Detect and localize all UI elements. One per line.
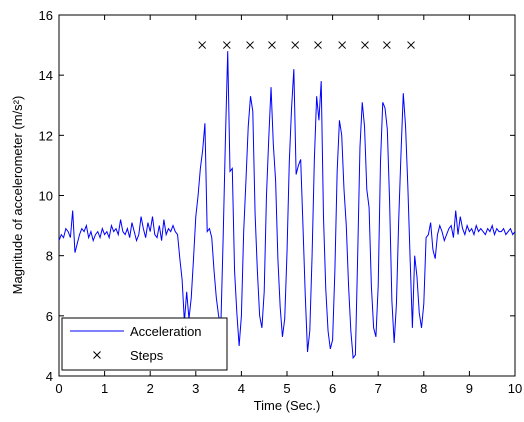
x-axis-label: Time (Sec.) xyxy=(254,398,321,413)
data-line xyxy=(58,51,516,360)
x-tick-label: 8 xyxy=(420,381,427,396)
x-tick-label: 3 xyxy=(192,381,199,396)
y-tick-label: 6 xyxy=(46,309,53,324)
x-tick-label: 6 xyxy=(329,381,336,396)
step-marker xyxy=(338,41,347,49)
y-tick-label: 12 xyxy=(39,128,53,143)
legend-marker xyxy=(93,351,101,359)
y-tick-label: 10 xyxy=(39,189,53,204)
step-marker xyxy=(222,41,231,49)
step-marker xyxy=(361,41,369,49)
step-marker xyxy=(407,41,415,49)
legend-label: Steps xyxy=(130,348,164,363)
step-marker xyxy=(291,41,300,49)
x-tick-label: 1 xyxy=(101,381,108,396)
x-tick-label: 2 xyxy=(147,381,154,396)
x-tick-label: 10 xyxy=(508,381,522,396)
step-marker xyxy=(268,41,276,49)
x-tick-label: 7 xyxy=(375,381,382,396)
plot-area xyxy=(58,14,516,377)
step-marker xyxy=(314,41,322,49)
y-axis-label: Magnitude of accelerometer (m/s²) xyxy=(10,96,25,295)
y-tick-label: 8 xyxy=(46,249,53,264)
step-marker xyxy=(198,41,207,49)
x-tick-label: 0 xyxy=(55,381,62,396)
step-marker xyxy=(246,41,254,49)
x-tick-label: 4 xyxy=(238,381,245,396)
legend-label: Acceleration xyxy=(130,324,202,339)
step-marker xyxy=(383,41,391,49)
legend-box xyxy=(61,317,228,371)
y-tick-label: 16 xyxy=(39,8,53,23)
x-tick-label: 9 xyxy=(466,381,473,396)
y-tick-label: 14 xyxy=(39,68,53,83)
y-tick-label: 4 xyxy=(46,369,53,384)
x-tick-label: 5 xyxy=(283,381,290,396)
